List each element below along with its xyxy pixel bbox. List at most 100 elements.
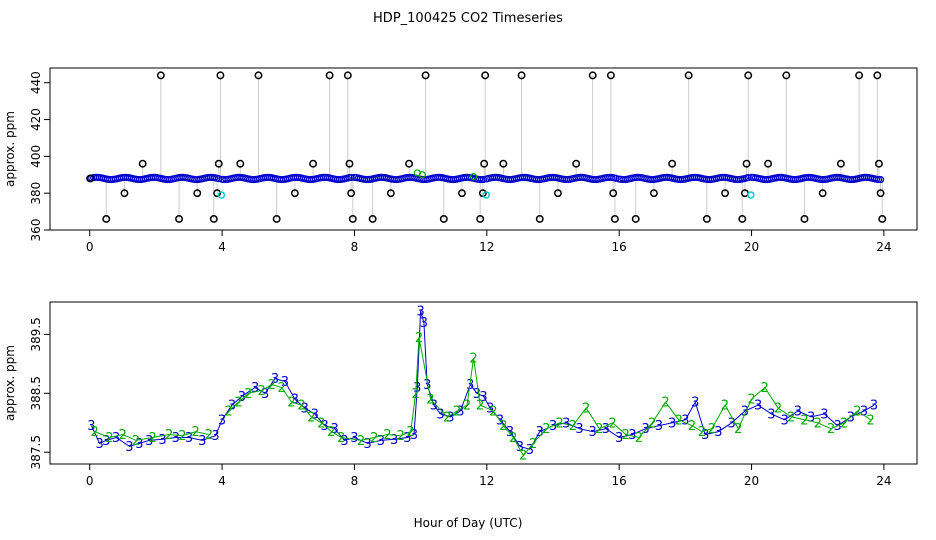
mode-3-marker: 3 xyxy=(238,390,246,405)
mode-2-marker: 2 xyxy=(337,431,345,446)
mode-2-marker: 2 xyxy=(787,410,795,425)
mode-2-marker: 2 xyxy=(476,399,484,414)
mode-3-marker: 3 xyxy=(420,316,428,331)
y-tick-label: 389.5 xyxy=(29,317,43,351)
mode-3-marker: 3 xyxy=(668,416,676,431)
mode-2-marker: 2 xyxy=(91,425,99,440)
mode-2-marker: 2 xyxy=(191,425,199,440)
mode-2-marker: 2 xyxy=(608,416,616,431)
mode-2-marker: 2 xyxy=(800,413,808,428)
mode-2-marker: 2 xyxy=(383,428,391,443)
calibration-point xyxy=(343,71,352,80)
calibration-point xyxy=(272,215,281,223)
mode-2-marker: 2 xyxy=(258,384,266,399)
top-panel: 0 4 8 12 16 20 24 360 380 400 420 440 approx. ppm xyxy=(3,67,918,254)
mode-2-marker: 2 xyxy=(509,431,517,446)
mode-3-marker: 3 xyxy=(767,407,775,422)
calibration-point xyxy=(738,215,747,223)
mode-2-marker: 2 xyxy=(529,437,537,452)
mode-3-marker: 3 xyxy=(158,433,166,448)
mode-2-marker: 2 xyxy=(648,416,656,431)
cyan-point xyxy=(482,191,490,199)
x-tick-label: 24 xyxy=(876,474,891,488)
mode-3-marker: 3 xyxy=(446,410,454,425)
calibration-point xyxy=(156,71,165,80)
mode-2-marker: 2 xyxy=(747,393,755,408)
calibration-point xyxy=(216,71,225,80)
mode-3-marker: 3 xyxy=(701,428,709,443)
calibration-point xyxy=(345,159,354,168)
mode-2-marker: 2 xyxy=(234,396,242,411)
calibration-point xyxy=(120,189,129,198)
x-tick-label: 12 xyxy=(479,474,494,488)
mode-3-marker: 3 xyxy=(691,396,699,411)
calibration-point xyxy=(368,215,377,223)
mode-3-marker: 3 xyxy=(340,434,348,449)
mode-3-marker: 3 xyxy=(549,419,557,434)
top-data-marks xyxy=(86,71,887,223)
calibration-point xyxy=(878,215,887,223)
calibration-point xyxy=(290,189,299,198)
mode-3-marker: 3 xyxy=(211,429,219,444)
mode-3-marker: 3 xyxy=(271,372,279,387)
baseline-point xyxy=(876,175,885,184)
calibration-point xyxy=(499,159,508,168)
calibration-point xyxy=(476,215,485,223)
mode-3-marker: 3 xyxy=(655,419,663,434)
calibration-point xyxy=(684,71,693,80)
mode-2-marker: 2 xyxy=(774,402,782,417)
mode-2-marker: 2 xyxy=(569,419,577,434)
calibration-point xyxy=(668,159,677,168)
x-axis-label: Hour of Day (UTC) xyxy=(414,516,523,530)
top-y-axis-label: approx. ppm xyxy=(3,111,17,187)
calibration-point xyxy=(876,189,885,198)
x-tick-label: 12 xyxy=(479,240,494,254)
calibration-point xyxy=(254,71,263,80)
y-tick-label: 388.5 xyxy=(29,376,43,410)
cyan-point xyxy=(747,191,755,199)
mode-3-marker: 3 xyxy=(112,431,120,446)
mode-2-marker: 2 xyxy=(595,422,603,437)
mode-2-marker: 2 xyxy=(582,402,590,417)
baseline-point xyxy=(744,174,752,182)
mode-3-marker: 3 xyxy=(575,422,583,437)
y-tick-label: 440 xyxy=(29,71,43,94)
mode-2-marker: 2 xyxy=(661,396,669,411)
mode-3-marker: 3 xyxy=(860,404,868,419)
x-tick-label: 0 xyxy=(86,474,94,488)
mode-2-marker: 2 xyxy=(225,404,233,419)
mode-2-marker: 2 xyxy=(463,399,471,414)
calibration-point xyxy=(535,215,544,223)
mode-2-marker: 2 xyxy=(542,422,550,437)
mode-2-marker: 2 xyxy=(734,422,742,437)
top-plot-frame xyxy=(49,67,918,231)
mode-2-marker: 2 xyxy=(489,404,497,419)
calibration-point xyxy=(138,159,147,168)
mode-3-marker: 3 xyxy=(218,413,226,428)
mode-3-marker: 3 xyxy=(833,419,841,434)
calibration-point xyxy=(421,71,430,80)
mode-3-marker: 3 xyxy=(741,404,749,419)
mode-2-marker: 2 xyxy=(205,428,213,443)
mode-3-marker: 3 xyxy=(436,407,444,422)
mode-2-marker: 2 xyxy=(412,387,420,402)
mode-3-marker: 3 xyxy=(794,404,802,419)
mode-2-marker: 2 xyxy=(307,410,315,425)
calibration-point xyxy=(517,71,526,80)
calibration-point xyxy=(742,159,751,168)
mode-3-marker: 3 xyxy=(430,399,438,414)
y-tick-label: 387.5 xyxy=(29,435,43,469)
mode-3-marker: 3 xyxy=(281,375,289,390)
calibration-point xyxy=(631,215,640,223)
calibration-point xyxy=(800,215,809,223)
mode-3-marker: 3 xyxy=(870,399,878,414)
calibration-point xyxy=(209,215,218,223)
mode-2-marker: 2 xyxy=(268,378,276,393)
mode-2-marker: 2 xyxy=(635,431,643,446)
calibration-point xyxy=(214,159,223,168)
calibration-point xyxy=(325,71,334,80)
mode-3-marker: 3 xyxy=(479,390,487,405)
calibration-point xyxy=(348,215,357,223)
